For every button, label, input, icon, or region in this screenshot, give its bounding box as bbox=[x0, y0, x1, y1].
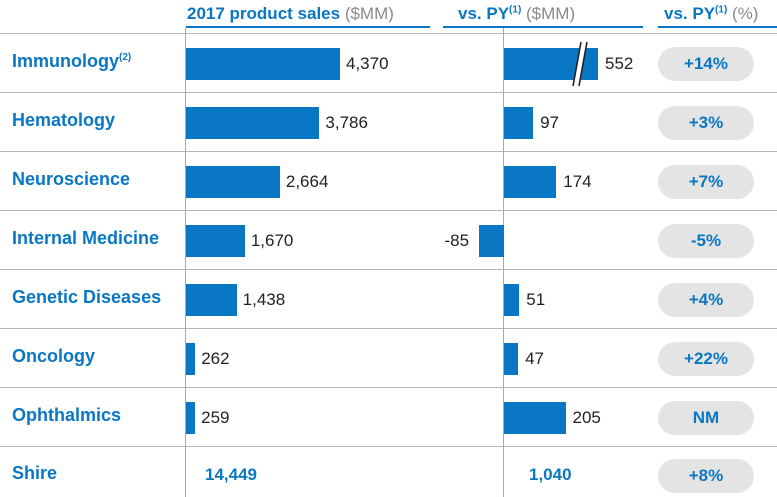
growth-value-label: 51 bbox=[526, 289, 546, 309]
sales-bar bbox=[186, 106, 320, 139]
pct-change-badge: +7% bbox=[658, 164, 754, 199]
growth-value-label: 174 bbox=[563, 171, 592, 191]
sales-bar bbox=[186, 401, 196, 434]
total-growth-value: 1,040 bbox=[529, 465, 572, 484]
growth-header-underline bbox=[443, 26, 643, 28]
row-separator bbox=[0, 446, 777, 447]
growth-header-footnote: (1) bbox=[509, 4, 522, 16]
pct-change-badge: +3% bbox=[658, 105, 754, 140]
pct-column-header: vs. PY(1) (%) bbox=[664, 4, 758, 24]
pct-header-unit: (%) bbox=[732, 4, 759, 23]
category-label: Neuroscience bbox=[12, 168, 131, 189]
sales-value-label: 4,370 bbox=[346, 53, 389, 73]
row-separator bbox=[0, 269, 777, 270]
pct-header-title: vs. PY bbox=[664, 4, 716, 23]
row-separator bbox=[0, 387, 777, 388]
sales-bar bbox=[186, 283, 237, 316]
growth-bar bbox=[504, 401, 566, 434]
category-label: Ophthalmics bbox=[12, 404, 122, 425]
sales-bar bbox=[186, 47, 340, 80]
category-label: Internal Medicine bbox=[12, 227, 160, 248]
growth-header-title: vs. PY bbox=[458, 4, 510, 23]
sales-bar bbox=[186, 224, 245, 257]
growth-bar bbox=[478, 224, 504, 257]
sales-value-label: 1,438 bbox=[242, 289, 286, 309]
growth-header-unit: ($MM) bbox=[526, 4, 576, 23]
pct-header-footnote: (1) bbox=[715, 4, 728, 16]
pct-change-badge: +4% bbox=[658, 282, 754, 317]
row-separator bbox=[0, 33, 777, 34]
row-separator bbox=[0, 210, 777, 211]
growth-bar bbox=[504, 342, 519, 375]
category-footnote: (2) bbox=[119, 51, 132, 63]
category-label: Genetic Diseases bbox=[12, 286, 162, 307]
pct-change-badge: +14% bbox=[658, 46, 754, 81]
sales-value-label: 2,664 bbox=[285, 171, 329, 191]
sales-header-title: 2017 product sales bbox=[187, 4, 341, 23]
growth-value-label: 97 bbox=[540, 112, 560, 132]
category-label: Hematology bbox=[12, 109, 116, 130]
category-label: Oncology bbox=[12, 345, 96, 366]
sales-bar bbox=[186, 165, 280, 198]
pct-change-badge: +22% bbox=[658, 341, 754, 376]
total-sales-value: 14,449 bbox=[205, 465, 257, 484]
growth-bar bbox=[504, 165, 557, 198]
sales-column-header: 2017 product sales ($MM) bbox=[187, 4, 394, 24]
growth-value-label: -85 bbox=[444, 230, 470, 250]
growth-bar bbox=[504, 283, 520, 316]
axis-break-mark bbox=[572, 41, 588, 86]
total-label: Shire bbox=[12, 463, 58, 483]
pct-change-badge: -5% bbox=[658, 223, 754, 258]
row-separator bbox=[0, 151, 777, 152]
total-pct-change-badge: +8% bbox=[658, 459, 754, 493]
sales-bar bbox=[186, 342, 196, 375]
sales-value-label: 259 bbox=[201, 407, 230, 427]
growth-value-label: 47 bbox=[525, 348, 545, 368]
row-separator bbox=[0, 328, 777, 329]
sales-header-unit: ($MM) bbox=[344, 4, 394, 23]
row-separator bbox=[0, 92, 777, 93]
sales-value-label: 262 bbox=[201, 348, 230, 368]
growth-bar bbox=[504, 106, 534, 139]
growth-column-header: vs. PY(1) ($MM) bbox=[458, 4, 575, 24]
sales-value-label: 1,670 bbox=[250, 230, 294, 250]
growth-value-label: 552 bbox=[605, 53, 634, 73]
sales-header-underline bbox=[186, 26, 430, 28]
category-label: Immunology(2) bbox=[12, 50, 132, 71]
growth-value-label: 205 bbox=[572, 407, 601, 427]
pct-change-badge: NM bbox=[658, 400, 754, 435]
sales-value-label: 3,786 bbox=[325, 112, 368, 132]
pct-header-underline bbox=[658, 26, 777, 28]
